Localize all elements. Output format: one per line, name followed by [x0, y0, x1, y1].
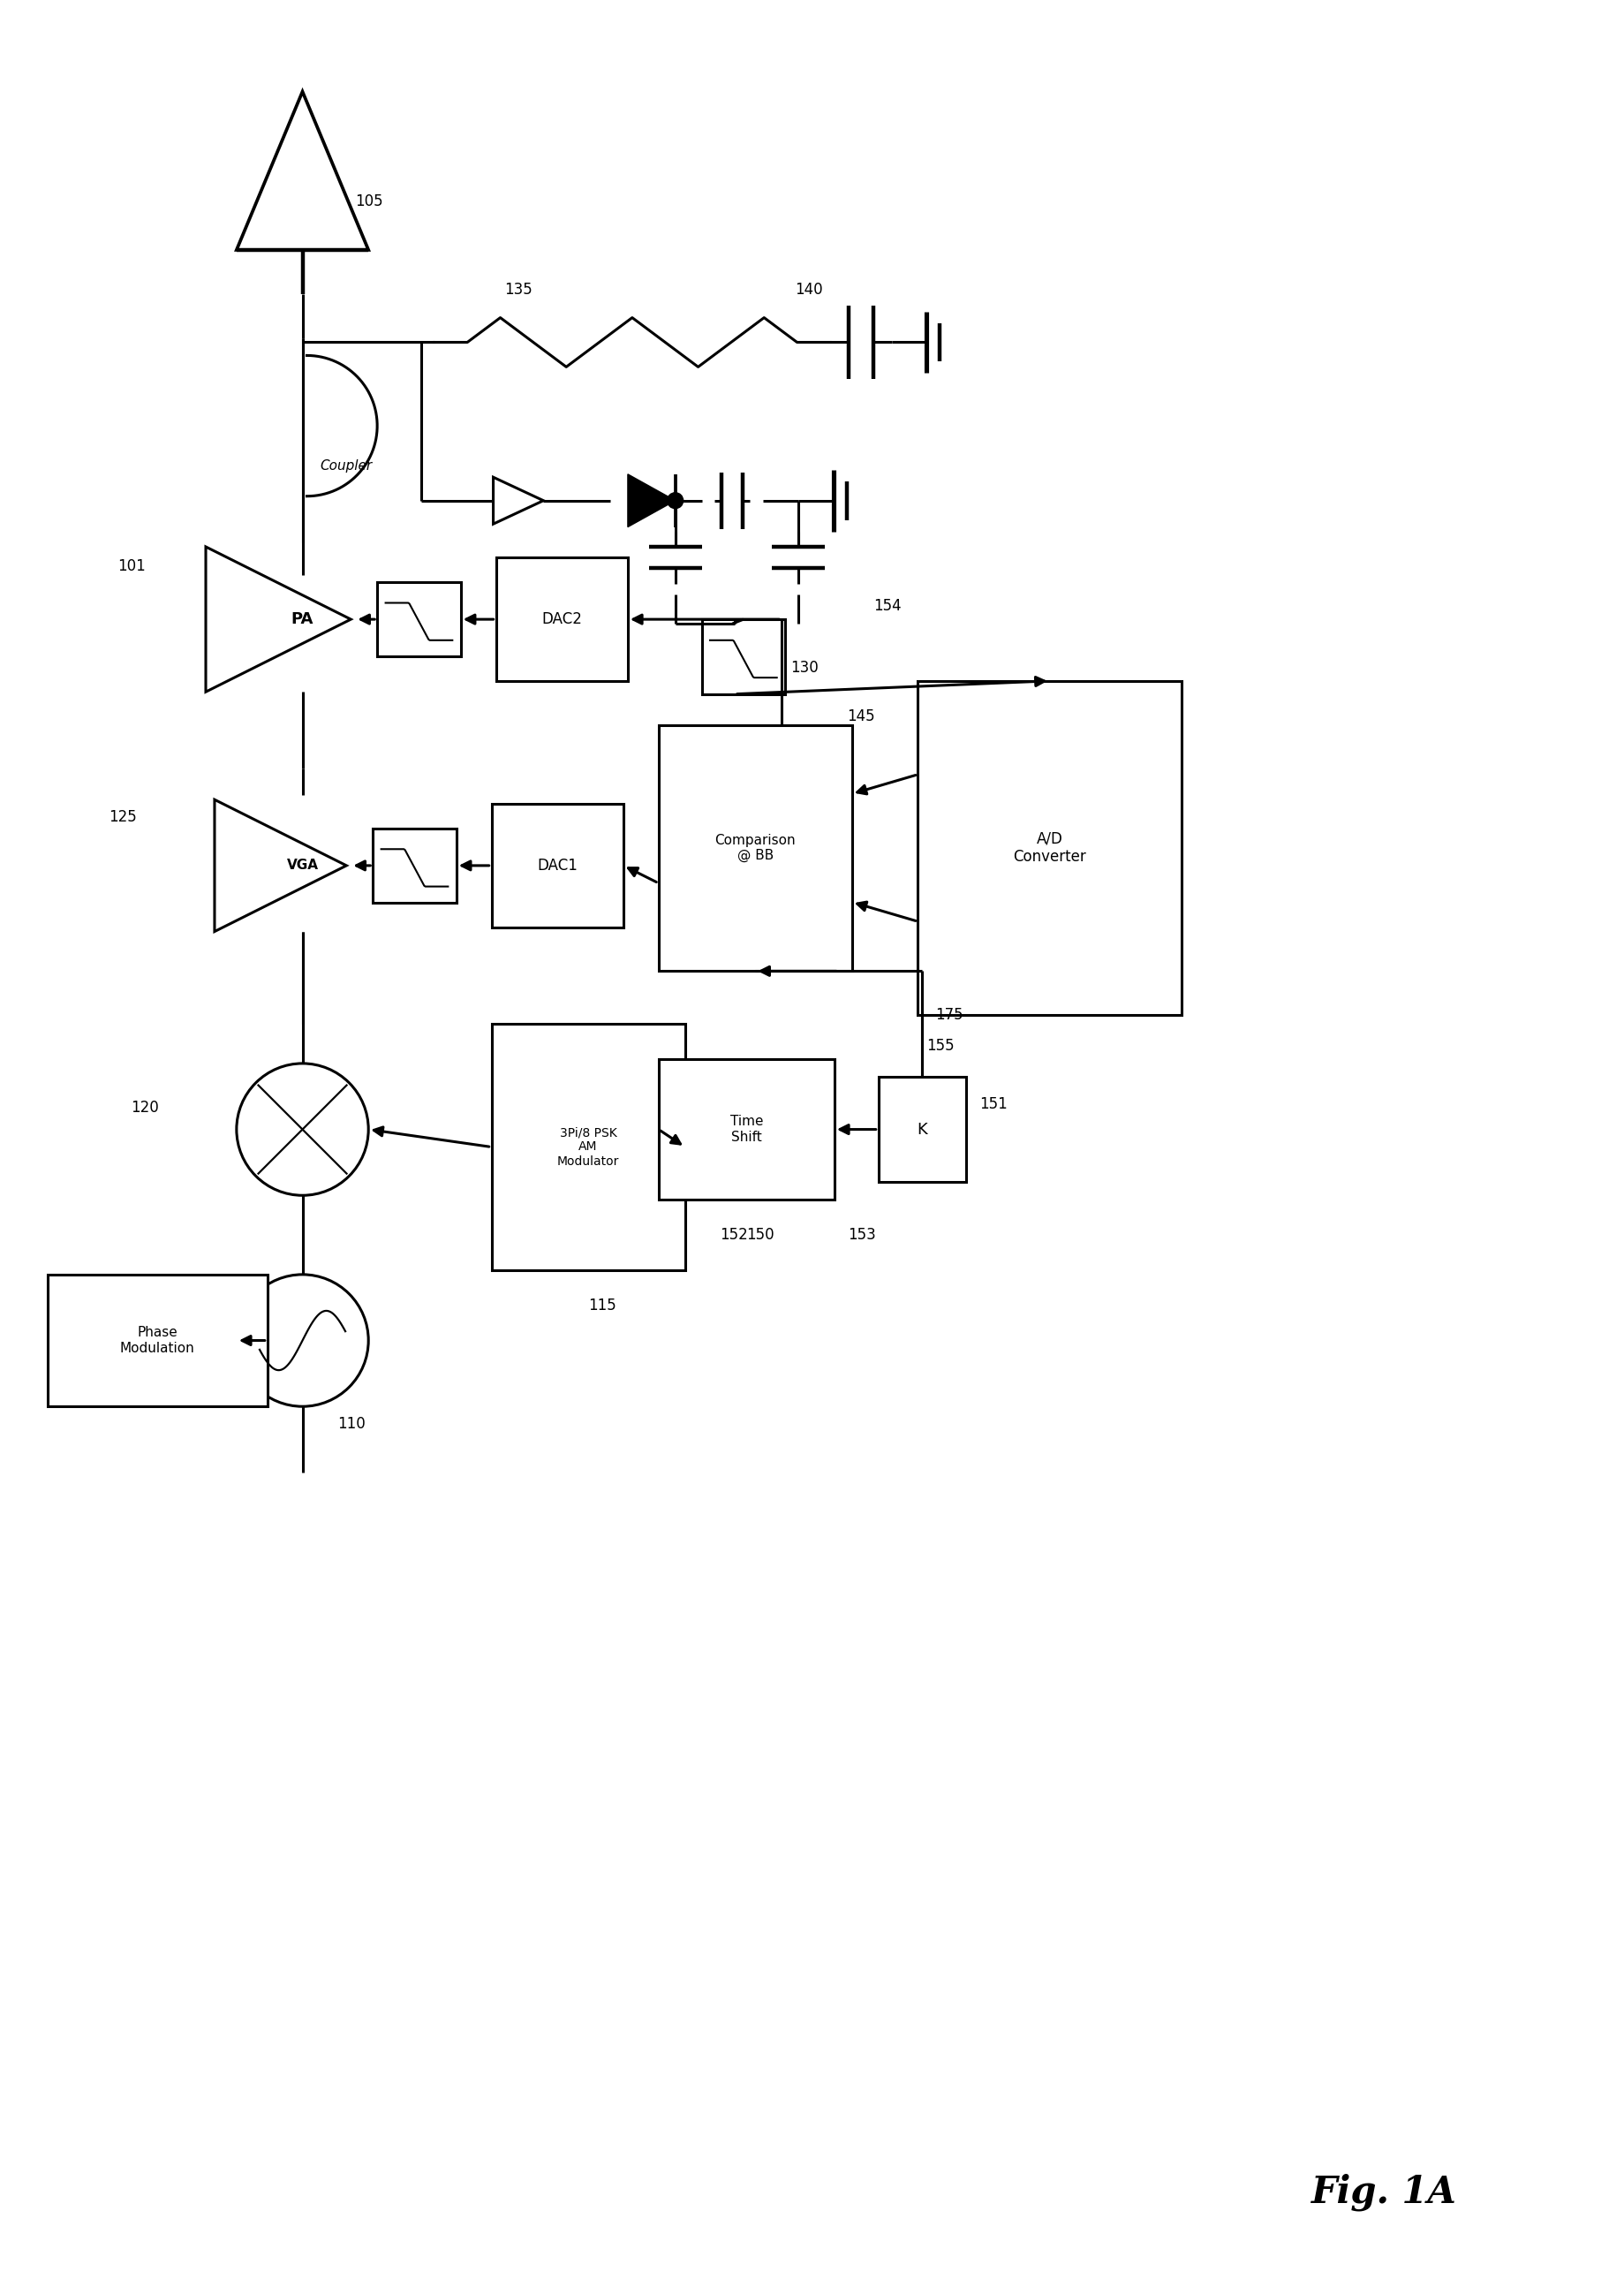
Text: 155: 155: [926, 1037, 955, 1053]
Text: 175: 175: [935, 1007, 963, 1023]
Text: Phase
Modulation: Phase Modulation: [120, 1326, 195, 1356]
Text: 135: 135: [505, 282, 533, 298]
Text: Coupler: Coupler: [320, 459, 372, 473]
Bar: [918, 681, 1181, 1014]
Text: 115: 115: [588, 1298, 615, 1312]
Bar: [702, 619, 784, 695]
Text: Time
Shift: Time Shift: [729, 1115, 763, 1145]
Text: 151: 151: [979, 1097, 1007, 1113]
Text: Comparison
@ BB: Comparison @ BB: [715, 833, 796, 863]
Text: DAC1: DAC1: [538, 858, 578, 874]
Text: 140: 140: [794, 282, 822, 298]
Text: K: K: [916, 1122, 927, 1138]
Text: 145: 145: [846, 709, 874, 725]
Text: PA: PA: [291, 612, 313, 626]
Bar: [658, 725, 851, 970]
Text: 3Pi/8 PSK
AM
Modulator: 3Pi/8 PSK AM Modulator: [557, 1126, 619, 1168]
Text: 153: 153: [848, 1227, 875, 1243]
Bar: [372, 828, 456, 904]
Text: 154: 154: [872, 599, 901, 615]
Bar: [377, 583, 461, 656]
Text: 110: 110: [338, 1415, 365, 1431]
Bar: [879, 1076, 966, 1181]
Text: 105: 105: [356, 193, 383, 209]
Text: Fig. 1A: Fig. 1A: [1311, 2172, 1455, 2211]
Polygon shape: [627, 475, 676, 528]
Bar: [490, 1023, 685, 1271]
Text: 101: 101: [119, 557, 146, 574]
Text: 120: 120: [132, 1099, 159, 1115]
Bar: [490, 803, 624, 927]
Text: 152: 152: [719, 1227, 747, 1243]
Bar: [658, 1060, 835, 1200]
Text: 125: 125: [109, 810, 136, 826]
Text: DAC2: DAC2: [541, 612, 581, 626]
Text: 150: 150: [745, 1227, 775, 1243]
Circle shape: [667, 493, 682, 509]
Text: 130: 130: [789, 661, 818, 677]
Bar: [47, 1275, 268, 1406]
Bar: [495, 557, 627, 681]
Text: A/D
Converter: A/D Converter: [1013, 830, 1086, 865]
Text: VGA: VGA: [286, 858, 318, 872]
